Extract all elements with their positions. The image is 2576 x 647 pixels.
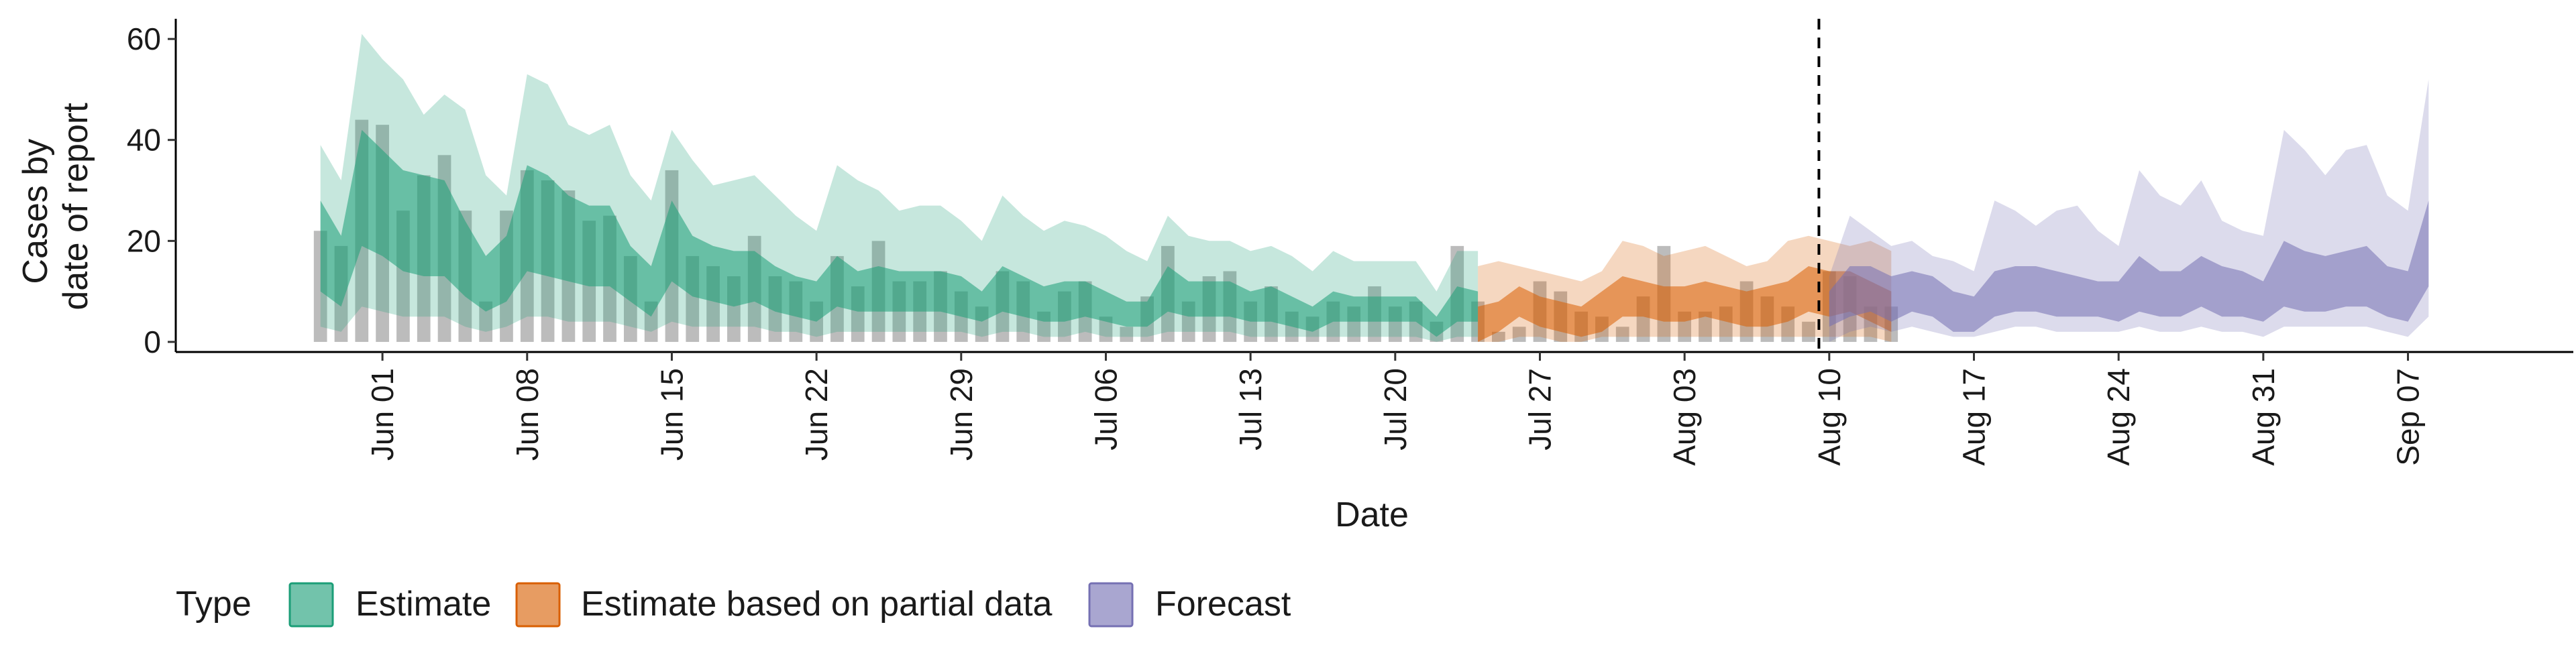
reported-cases-bar [1802, 321, 1815, 342]
legend-swatch-forecast [1088, 582, 1134, 628]
reported-cases-bar [1699, 311, 1712, 342]
reported-cases-bar [479, 301, 493, 342]
band-inner-estimate [320, 129, 1479, 337]
x-tick-label: Jun 01 [365, 368, 400, 461]
x-tick-label: Aug 10 [1812, 368, 1847, 466]
reported-cases-bar [1492, 331, 1505, 342]
legend-label-partial: Estimate based on partial data [581, 585, 1053, 624]
reported-cases-bar [1512, 327, 1526, 342]
legend-label-estimate: Estimate [356, 585, 491, 624]
reported-cases-bar [1615, 327, 1629, 342]
x-axis-title: Date [1335, 495, 1409, 534]
x-tick-label: Aug 17 [1957, 368, 1992, 466]
y-axis-title-line-1: Cases by [16, 139, 55, 284]
x-tick-label: Aug 24 [2101, 368, 2136, 466]
y-tick-label: 20 [127, 223, 161, 258]
y-axis-title: Cases by date of report [16, 103, 95, 310]
x-tick-label: Jul 13 [1233, 368, 1268, 451]
axes: 0 20 40 60 Jun 01 Jun 08 Jun 15 Jun 22 Jun 29 Jul… [127, 19, 2573, 466]
reported-cases-bar [1099, 316, 1113, 342]
legend: Type Estimate Estimate based on partial … [176, 582, 1291, 628]
band-inner-forecast [1829, 200, 2429, 332]
legend-swatch-estimate [288, 582, 334, 628]
x-tick-label: Sep 07 [2391, 368, 2426, 466]
y-tick-label: 40 [127, 123, 161, 158]
legend-swatch-partial [515, 582, 561, 628]
x-tick-label: Jun 08 [510, 368, 545, 461]
x-tick-label: Jun 29 [944, 368, 979, 461]
estimate-bands [320, 34, 2429, 342]
band-inner-partial [1478, 266, 1892, 342]
x-tick-label: Aug 31 [2246, 368, 2281, 466]
x-tick-label: Jul 06 [1089, 368, 1124, 451]
y-axis-title-line-2: date of report [56, 103, 95, 310]
y-tick-label: 60 [127, 21, 161, 56]
reported-cases-bar [1120, 327, 1134, 342]
legend-label-forecast: Forecast [1155, 585, 1291, 624]
x-tick-label: Aug 03 [1667, 368, 1702, 466]
legend-title: Type [176, 585, 252, 624]
x-tick-label: Jun 22 [799, 368, 834, 461]
x-tick-label: Jul 20 [1378, 368, 1413, 451]
x-tick-label: Jun 15 [654, 368, 689, 461]
axis-labels: Date Cases by date of report [16, 103, 1409, 534]
y-tick-label: 0 [144, 325, 161, 359]
x-tick-label: Jul 27 [1523, 368, 1558, 451]
